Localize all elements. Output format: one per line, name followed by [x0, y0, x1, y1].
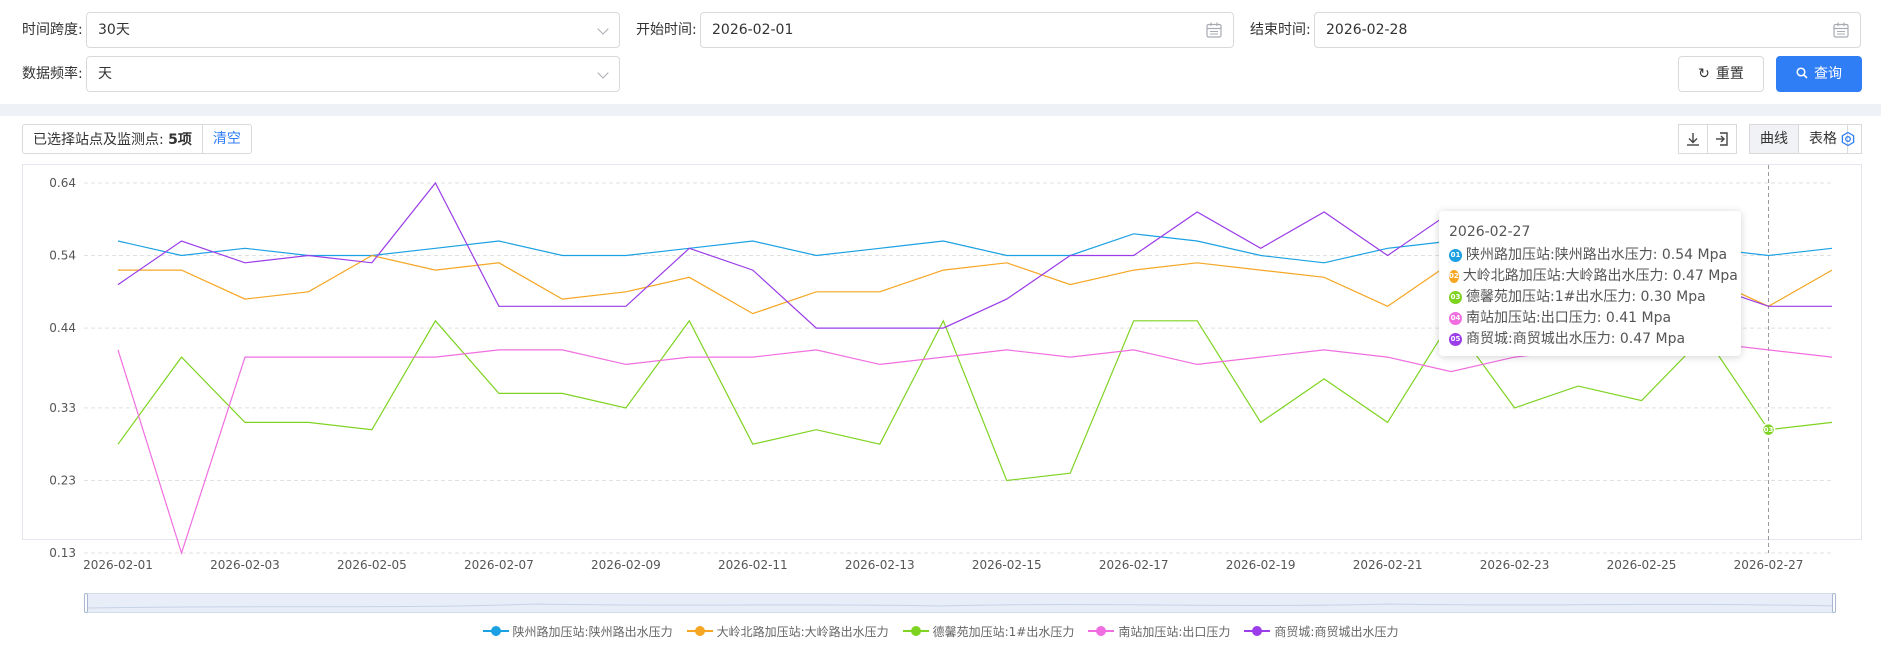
x-tick-label: 2026-02-13	[845, 558, 915, 572]
start-label: 开始时间:	[636, 22, 697, 38]
start-date-input[interactable]: 2026-02-01	[700, 12, 1234, 48]
selected-label: 已选择站点及监测点:	[33, 132, 164, 148]
y-tick-label: 0.13	[49, 546, 76, 560]
query-label: 查询	[1814, 66, 1842, 82]
zoom-handle-left[interactable]	[84, 593, 88, 613]
span-label: 时间跨度:	[22, 22, 83, 38]
legend-marker	[686, 625, 713, 637]
chart-frame	[22, 164, 1862, 540]
query-button[interactable]: 查询	[1776, 56, 1862, 92]
tooltip-row-text: 大岭北路加压站:大岭路出水压力: 0.47 Mpa	[1462, 268, 1738, 284]
tooltip-row: 04 南站加压站:出口压力: 0.41 Mpa	[1449, 308, 1731, 329]
legend-label: 陕州路加压站:陕州路出水压力	[512, 624, 673, 639]
end-date-input[interactable]: 2026-02-28	[1314, 12, 1861, 48]
x-tick-label: 2026-02-23	[1480, 558, 1550, 572]
series-line-03	[117, 319, 1833, 482]
highlight-point-label: 03	[1764, 426, 1774, 434]
series-line-04	[117, 341, 1833, 555]
chevron-down-icon	[597, 67, 609, 79]
tooltip-row-text: 陕州路加压站:陕州路出水压力: 0.54 Mpa	[1466, 247, 1728, 263]
legend-item-04[interactable]: 南站加压站:出口压力	[1088, 623, 1230, 640]
selected-count: 5项	[168, 132, 192, 148]
tooltip-row-text: 德馨苑加压站:1#出水压力: 0.30 Mpa	[1466, 289, 1706, 305]
refresh-icon: ↻	[1698, 66, 1710, 82]
x-tick-label: 2026-02-09	[591, 558, 661, 572]
download-icon	[1687, 133, 1699, 146]
span-value: 30天	[98, 22, 130, 38]
tooltip-date: 2026-02-27	[1449, 224, 1531, 240]
chart-legend: 陕州路加压站:陕州路出水压力 大岭北路加压站:大岭路出水压力 德馨苑加压站:1#出水…	[0, 620, 1881, 642]
end-date-value: 2026-02-28	[1326, 22, 1408, 38]
highlight-point-03	[1761, 422, 1776, 437]
chevron-down-icon	[597, 23, 609, 35]
view-toggle: 曲线 表格	[1749, 124, 1848, 154]
tooltip-row-text: 商贸城:商贸城出水压力: 0.47 Mpa	[1466, 331, 1686, 347]
y-tick-label: 0.54	[49, 249, 76, 263]
tooltip-row: 02 大岭北路加压站:大岭路出水压力: 0.47 Mpa	[1449, 266, 1738, 287]
tooltip-badge: 01	[1449, 249, 1462, 262]
x-tick-label: 2026-02-01	[83, 558, 153, 572]
settings-button[interactable]	[1834, 124, 1862, 154]
export-button[interactable]	[1707, 124, 1737, 154]
clear-button[interactable]: 清空	[201, 125, 251, 153]
calendar-icon[interactable]	[1205, 21, 1223, 39]
x-tick-label: 2026-02-05	[337, 558, 407, 572]
legend-item-05[interactable]: 商贸城:商贸城出水压力	[1244, 623, 1398, 640]
gear-icon	[1841, 131, 1854, 147]
reset-label: 重置	[1715, 66, 1744, 82]
tooltip-badge: 03	[1449, 291, 1462, 304]
reset-button[interactable]: ↻ 重置	[1678, 56, 1764, 92]
legend-label: 南站加压站:出口压力	[1118, 624, 1231, 639]
x-tick-label: 2026-02-25	[1607, 558, 1677, 572]
legend-marker	[1244, 625, 1271, 637]
chart-tooltip: 2026-02-27 01 陕州路加压站:陕州路出水压力: 0.54 Mpa 02 大…	[1439, 211, 1741, 356]
freq-select[interactable]: 天	[86, 56, 620, 92]
tab-table[interactable]: 表格	[1798, 125, 1847, 153]
end-label: 结束时间:	[1250, 22, 1311, 38]
filter-panel: 时间跨度: 30天 开始时间: 2026-02-01 结束时间: 2026-02…	[0, 0, 1881, 104]
x-tick-label: 2026-02-07	[464, 558, 534, 572]
tooltip-row: 01 陕州路加压站:陕州路出水压力: 0.54 Mpa	[1449, 245, 1731, 266]
zoom-slider[interactable]	[84, 593, 1836, 613]
y-tick-label: 0.44	[49, 321, 76, 335]
x-tick-label: 2026-02-11	[718, 558, 788, 572]
x-tick-label: 2026-02-17	[1099, 558, 1169, 572]
y-tick-label: 0.23	[49, 473, 76, 487]
tab-curve[interactable]: 曲线	[1750, 125, 1798, 153]
search-icon	[1796, 67, 1808, 79]
legend-item-01[interactable]: 陕州路加压站:陕州路出水压力	[482, 623, 673, 640]
tooltip-badge: 04	[1449, 312, 1462, 325]
freq-value: 天	[98, 66, 112, 82]
selected-points-box: 已选择站点及监测点: 5项 清空	[22, 124, 252, 154]
tooltip-row: 03 德馨苑加压站:1#出水压力: 0.30 Mpa	[1449, 287, 1731, 308]
x-tick-label: 2026-02-27	[1734, 558, 1804, 572]
tooltip-row: 05 商贸城:商贸城出水压力: 0.47 Mpa	[1449, 329, 1731, 350]
legend-marker	[902, 625, 929, 637]
legend-item-03[interactable]: 德馨苑加压站:1#出水压力	[902, 623, 1075, 640]
x-tick-label: 2026-02-03	[210, 558, 280, 572]
legend-marker	[482, 625, 509, 637]
legend-label: 大岭北路加压站:大岭路出水压力	[716, 624, 889, 639]
zoom-handle-right[interactable]	[1832, 593, 1836, 613]
tooltip-badge: 02	[1449, 270, 1459, 283]
freq-label: 数据频率:	[22, 66, 83, 82]
calendar-icon[interactable]	[1832, 21, 1850, 39]
legend-label: 德馨苑加压站:1#出水压力	[932, 624, 1075, 639]
x-tick-label: 2026-02-21	[1353, 558, 1423, 572]
zoom-preview	[87, 603, 1835, 609]
legend-item-02[interactable]: 大岭北路加压站:大岭路出水压力	[686, 623, 889, 640]
legend-marker	[1088, 625, 1115, 637]
content-panel: 已选择站点及监测点: 5项 清空 曲线 表格 0.64 0.54 0.44 0.33 0…	[0, 116, 1881, 648]
export-icon	[1716, 132, 1728, 146]
start-date-value: 2026-02-01	[712, 22, 794, 38]
y-tick-label: 0.64	[49, 176, 76, 190]
tooltip-badge: 05	[1449, 333, 1462, 346]
x-tick-label: 2026-02-19	[1226, 558, 1296, 572]
x-tick-label: 2026-02-15	[972, 558, 1042, 572]
tooltip-row-text: 南站加压站:出口压力: 0.41 Mpa	[1466, 310, 1672, 326]
legend-label: 商贸城:商贸城出水压力	[1274, 624, 1399, 639]
span-select[interactable]: 30天	[86, 12, 620, 48]
y-tick-label: 0.33	[49, 401, 76, 415]
